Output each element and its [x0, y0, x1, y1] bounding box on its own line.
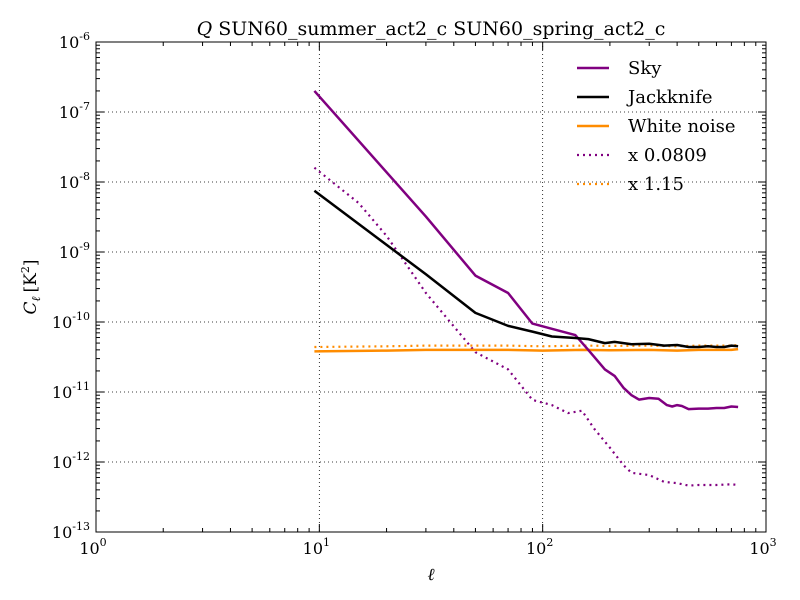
y-axis-label: Cℓ [K2]: [19, 260, 43, 315]
tick-labels: 100 101 102 10310-1310-1210-1110-1010-910-8…: [52, 30, 777, 558]
x-tick-exp: 1: [323, 536, 330, 549]
svg-text:Cℓ[K2]: Cℓ [K2]: [19, 260, 43, 315]
y-label-unit-end: ]: [21, 260, 41, 267]
y-tick-exp: -11: [72, 380, 90, 393]
y-tick-base: 10: [59, 33, 79, 52]
x-tick-label: 103: [749, 536, 776, 558]
y-tick-exp: -9: [79, 240, 90, 253]
legend-label: Sky: [628, 58, 662, 79]
series-line-white-noise: [314, 347, 739, 353]
y-tick-label: 10-6: [59, 30, 90, 52]
y-tick-label: 10-9: [59, 240, 90, 262]
y-label-sub: ℓ: [29, 296, 43, 301]
series-line-jackknife: [313, 189, 739, 349]
y-tick-label: 10-8: [59, 170, 90, 192]
legend-label: Jackknife: [626, 87, 713, 108]
x-tick-label: 101: [303, 536, 330, 558]
y-tick-base: 10: [52, 453, 72, 472]
legend-label: x 0.0809: [628, 145, 707, 166]
y-tick-base: 10: [52, 383, 72, 402]
y-tick-label: 10-11: [52, 380, 90, 402]
y-tick-exp: -13: [72, 520, 90, 533]
x-tick-base: 10: [749, 539, 769, 558]
y-tick-label: 10-13: [52, 520, 90, 542]
y-tick-base: 10: [52, 523, 72, 542]
x-tick-base: 10: [79, 539, 99, 558]
x-tick-exp: 3: [770, 536, 777, 549]
series-lines: [313, 90, 739, 487]
y-tick-exp: -7: [79, 100, 90, 113]
title-symbol: Q: [197, 18, 213, 40]
y-tick-exp: -12: [72, 450, 90, 463]
y-label-unit: [K: [21, 273, 41, 293]
x-tick-label: 102: [526, 536, 553, 558]
title-text: SUN60_summer_act2_c SUN60_spring_act2_c: [218, 18, 665, 40]
y-tick-label: 10-12: [52, 450, 90, 472]
y-tick-base: 10: [59, 173, 79, 192]
x-tick-exp: 0: [100, 536, 107, 549]
y-tick-base: 10: [52, 313, 72, 332]
legend-label: x 1.15: [628, 174, 684, 195]
legend: Sky Jackknife White noise x 0.0809 x 1.15: [577, 58, 736, 195]
series-line-x-0-0809: [313, 166, 739, 487]
y-label-unit-sup: 2: [19, 266, 32, 273]
chart-title: Q SUN60_summer_act2_c SUN60_spring_act2_c: [197, 18, 666, 40]
y-tick-label: 10-7: [59, 100, 90, 122]
axis-ticks: [95, 41, 767, 533]
series-line-sky: [313, 90, 739, 411]
legend-label: White noise: [628, 116, 736, 137]
x-tick-base: 10: [526, 539, 546, 558]
y-tick-exp: -10: [72, 310, 90, 323]
x-axis-label: ℓ: [427, 565, 434, 585]
y-tick-exp: -8: [79, 170, 90, 183]
grid-lines: [96, 42, 766, 532]
x-tick-exp: 2: [546, 536, 553, 549]
y-tick-base: 10: [59, 103, 79, 122]
y-tick-exp: -6: [79, 30, 90, 43]
plot-frame: [95, 41, 767, 533]
x-tick-label: 100: [79, 536, 106, 558]
x-tick-base: 10: [303, 539, 323, 558]
y-label-main: C: [21, 301, 41, 314]
y-tick-label: 10-10: [52, 310, 90, 332]
y-tick-base: 10: [59, 243, 79, 262]
